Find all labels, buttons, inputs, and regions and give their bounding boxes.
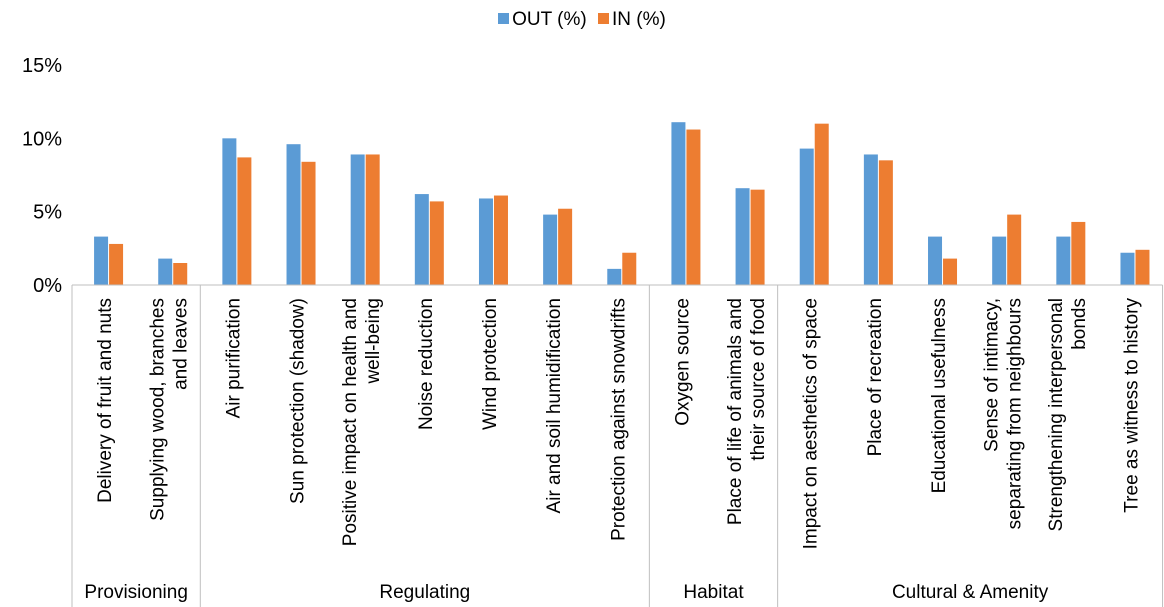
category-label: Protection against snowdrifts (608, 298, 629, 541)
legend-item-out: OUT (%) (498, 9, 587, 31)
category-label: their source of food (748, 298, 769, 461)
bar-out (607, 268, 622, 285)
bar-out (414, 194, 429, 285)
bar-in (237, 157, 252, 285)
bar-out (863, 154, 878, 285)
category-label: Supplying wood, branches (148, 298, 169, 521)
bar-out (350, 154, 365, 285)
group-label: Regulating (379, 582, 470, 603)
legend: OUT (%) IN (%) (0, 9, 1164, 31)
bar-out (478, 198, 493, 285)
bar-in (429, 201, 444, 285)
bar-in (750, 189, 765, 285)
category-label: Air and soil humidification (544, 298, 565, 513)
bar-out (671, 122, 686, 285)
category-label: Noise reduction (416, 298, 437, 430)
bar-in (814, 123, 829, 286)
bar-in (173, 263, 188, 285)
bar-in (1007, 214, 1022, 285)
legend-item-in: IN (%) (598, 9, 666, 31)
category-label: Tree as witness to history (1121, 298, 1142, 513)
bar-in (686, 129, 701, 285)
bar-in (493, 195, 508, 285)
bar-out (928, 236, 943, 285)
legend-label-in: IN (%) (612, 9, 666, 30)
y-tick-label: 5% (33, 202, 62, 224)
bar-in (1135, 249, 1150, 285)
category-label: Wind protection (480, 298, 501, 430)
category-label: Sense of intimacy, (982, 298, 1003, 452)
category-label: and leaves (171, 298, 192, 390)
category-label: Delivery of fruit and nuts (95, 298, 116, 503)
category-label: Place of recreation (865, 298, 886, 456)
y-tick-label: 10% (22, 128, 62, 150)
bar-out (1056, 236, 1071, 285)
bar-in (622, 252, 637, 285)
group-label: Provisioning (84, 582, 188, 603)
bar-out (286, 144, 301, 285)
legend-swatch-out (498, 13, 510, 24)
bar-in (943, 258, 958, 285)
legend-label-out: OUT (%) (512, 9, 587, 30)
bar-out (543, 214, 558, 285)
bar-out (799, 148, 814, 285)
category-label: Sun protection (shadow) (288, 298, 309, 504)
legend-swatch-in (598, 13, 610, 24)
category-label: separating from neighbours (1005, 298, 1026, 529)
category-label: Strengthening interpersonal (1046, 298, 1067, 531)
bar-in (109, 243, 124, 285)
category-label: Positive impact on health and (340, 298, 361, 546)
bar-out (222, 138, 237, 285)
category-label: Place of life of animals and (725, 298, 746, 525)
bar-out (94, 236, 109, 285)
bar-out (1120, 252, 1135, 285)
category-label: Educational usefulness (929, 298, 950, 493)
bar-out (158, 258, 173, 285)
bar-out (992, 236, 1007, 285)
category-label: Air purification (223, 298, 244, 418)
group-label: Habitat (683, 582, 744, 603)
bar-in (1071, 221, 1086, 285)
y-tick-label: 15% (22, 55, 62, 77)
bar-out (735, 188, 750, 285)
category-label: Oxygen source (672, 298, 693, 426)
bar-in (365, 154, 380, 285)
y-tick-label: 0% (33, 275, 62, 297)
group-label: Cultural & Amenity (892, 582, 1049, 603)
category-label: Impact on aesthetics of space (801, 298, 822, 549)
category-label: well-being (363, 298, 384, 385)
bar-in (558, 208, 573, 285)
bar-in (878, 160, 893, 285)
bar-in (301, 161, 316, 285)
category-label: bonds (1069, 298, 1090, 350)
